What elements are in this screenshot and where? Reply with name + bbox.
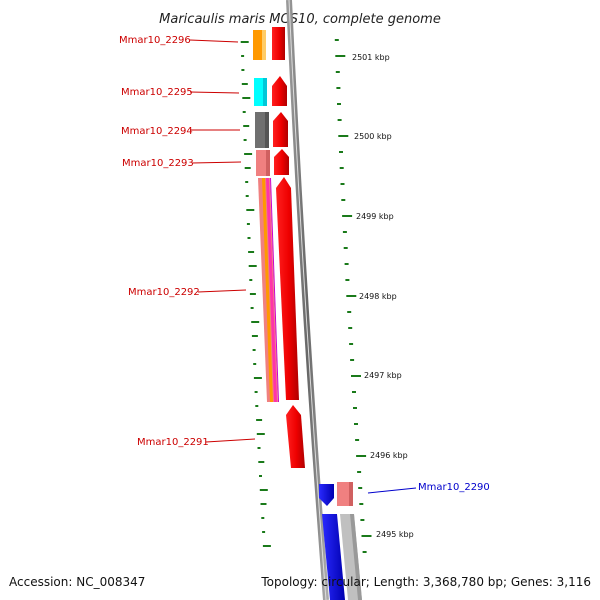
gene-label-2290[interactable]: Mmar10_2290 (418, 482, 490, 493)
gene-arrow-2293 (274, 149, 289, 175)
gene-arrow-2291 (286, 405, 305, 468)
scale-ticks-outer (334, 39, 372, 553)
reverse-strand-track (319, 484, 345, 600)
scale-label-2498: 2498 kbp (359, 292, 397, 301)
cog-track (253, 30, 362, 600)
topology-text: Topology: circular; Length: 3,368,780 bp… (260, 575, 591, 589)
accession-text: Accession: NC_008347 (9, 575, 145, 589)
scale-label-2500: 2500 kbp (354, 132, 392, 141)
forward-strand-track (272, 27, 305, 468)
gene-arrow-2290 (319, 484, 334, 506)
gene-labels: Mmar10_2296 Mmar10_2295 Mmar10_2294 Mmar… (119, 35, 490, 494)
scale-label-2499: 2499 kbp (356, 212, 394, 221)
scale-ticks-inner (240, 41, 271, 547)
gene-label-2291[interactable]: Mmar10_2291 (137, 437, 209, 448)
gene-arrow-2296 (272, 27, 285, 60)
gene-label-2296[interactable]: Mmar10_2296 (119, 35, 191, 46)
gene-label-2292[interactable]: Mmar10_2292 (128, 287, 200, 298)
gene-label-2293[interactable]: Mmar10_2293 (122, 158, 194, 169)
gene-arrow-2295 (272, 76, 287, 106)
map-title: Maricaulis maris MCS10, complete genome (159, 12, 441, 27)
scale-label-2496: 2496 kbp (370, 451, 408, 460)
scale-label-2497: 2497 kbp (364, 371, 402, 380)
gene-arrow-2289 (322, 514, 345, 600)
scale-label-2495: 2495 kbp (376, 530, 414, 539)
gene-label-2294[interactable]: Mmar10_2294 (121, 126, 193, 137)
gene-arrow-2292 (276, 177, 299, 400)
gene-label-2295[interactable]: Mmar10_2295 (121, 87, 193, 98)
scale-label-2501: 2501 kbp (352, 53, 390, 62)
gene-arrow-2294 (273, 112, 288, 147)
